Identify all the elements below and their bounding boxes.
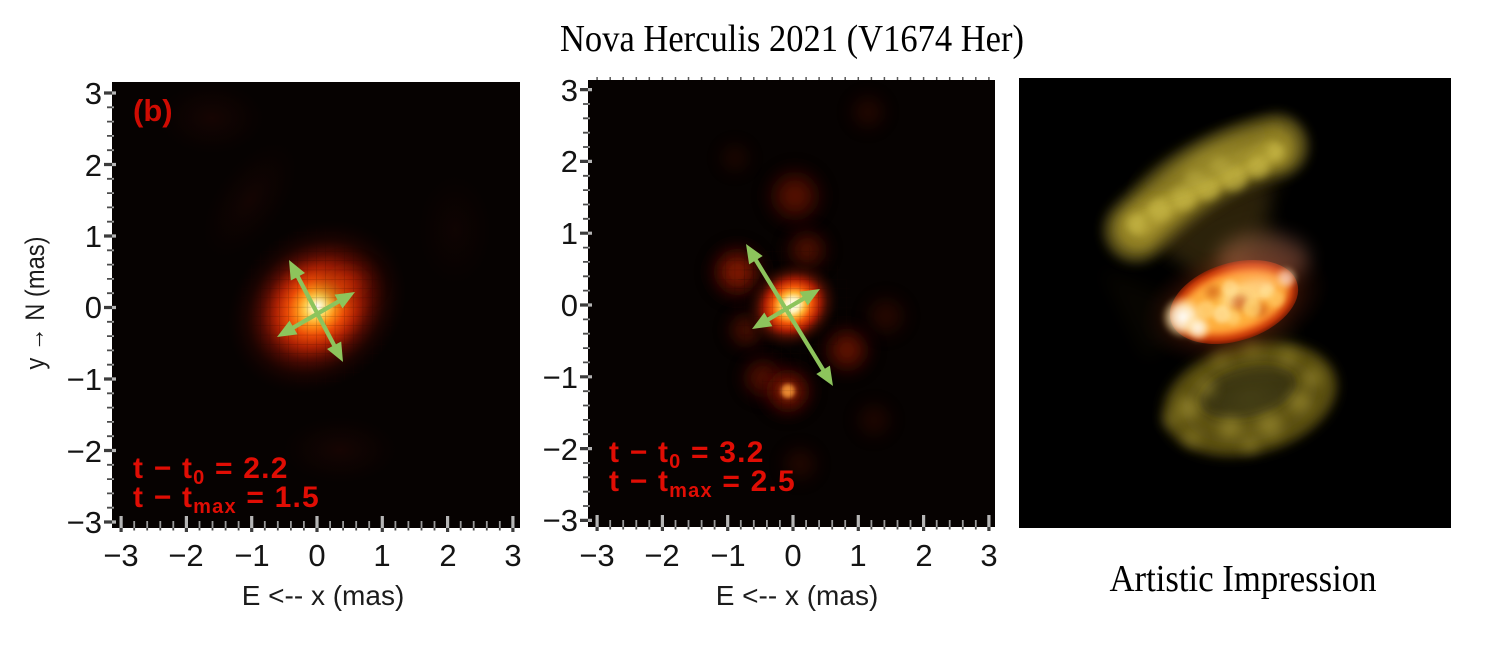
svg-text:Nova Herculis 2021 (V1674 Her): Nova Herculis 2021 (V1674 Her)	[560, 18, 1024, 60]
svg-text:3: 3	[561, 73, 578, 108]
svg-text:−1: −1	[234, 538, 269, 573]
svg-text:−3: −3	[543, 503, 578, 538]
svg-text:1: 1	[849, 538, 866, 573]
svg-text:2: 2	[561, 144, 578, 179]
svg-text:−1: −1	[543, 360, 578, 395]
svg-text:0: 0	[784, 538, 801, 573]
svg-text:2: 2	[85, 148, 102, 183]
svg-text:−1: −1	[710, 538, 745, 573]
svg-text:E <-- x (mas): E <-- x (mas)	[242, 580, 405, 611]
svg-text:−2: −2	[168, 538, 203, 573]
svg-text:(b): (b)	[133, 93, 173, 128]
svg-text:2: 2	[439, 538, 456, 573]
svg-text:−2: −2	[543, 432, 578, 467]
svg-text:−1: −1	[67, 362, 102, 397]
svg-text:1: 1	[85, 219, 102, 254]
svg-text:E <-- x (mas): E <-- x (mas)	[716, 580, 879, 611]
svg-text:1: 1	[373, 538, 390, 573]
svg-text:t − t0 = 2.2: t − t0 = 2.2	[133, 452, 289, 489]
svg-text:3: 3	[504, 538, 521, 573]
svg-text:0: 0	[85, 290, 102, 325]
svg-text:0: 0	[561, 288, 578, 323]
svg-text:Artistic Impression: Artistic Impression	[1110, 558, 1377, 600]
svg-text:2: 2	[915, 538, 932, 573]
svg-text:0: 0	[308, 538, 325, 573]
svg-text:3: 3	[85, 76, 102, 111]
svg-text:−3: −3	[67, 505, 102, 540]
svg-text:t − t0 = 3.2: t − t0 = 3.2	[609, 436, 765, 473]
svg-text:3: 3	[980, 538, 997, 573]
svg-text:1: 1	[561, 216, 578, 251]
svg-text:y → N (mas): y → N (mas)	[20, 237, 50, 370]
svg-text:t − tmax = 1.5: t − tmax = 1.5	[133, 481, 320, 518]
svg-text:−2: −2	[644, 538, 679, 573]
svg-text:−2: −2	[67, 434, 102, 469]
svg-text:−3: −3	[579, 538, 614, 573]
svg-text:−3: −3	[103, 538, 138, 573]
